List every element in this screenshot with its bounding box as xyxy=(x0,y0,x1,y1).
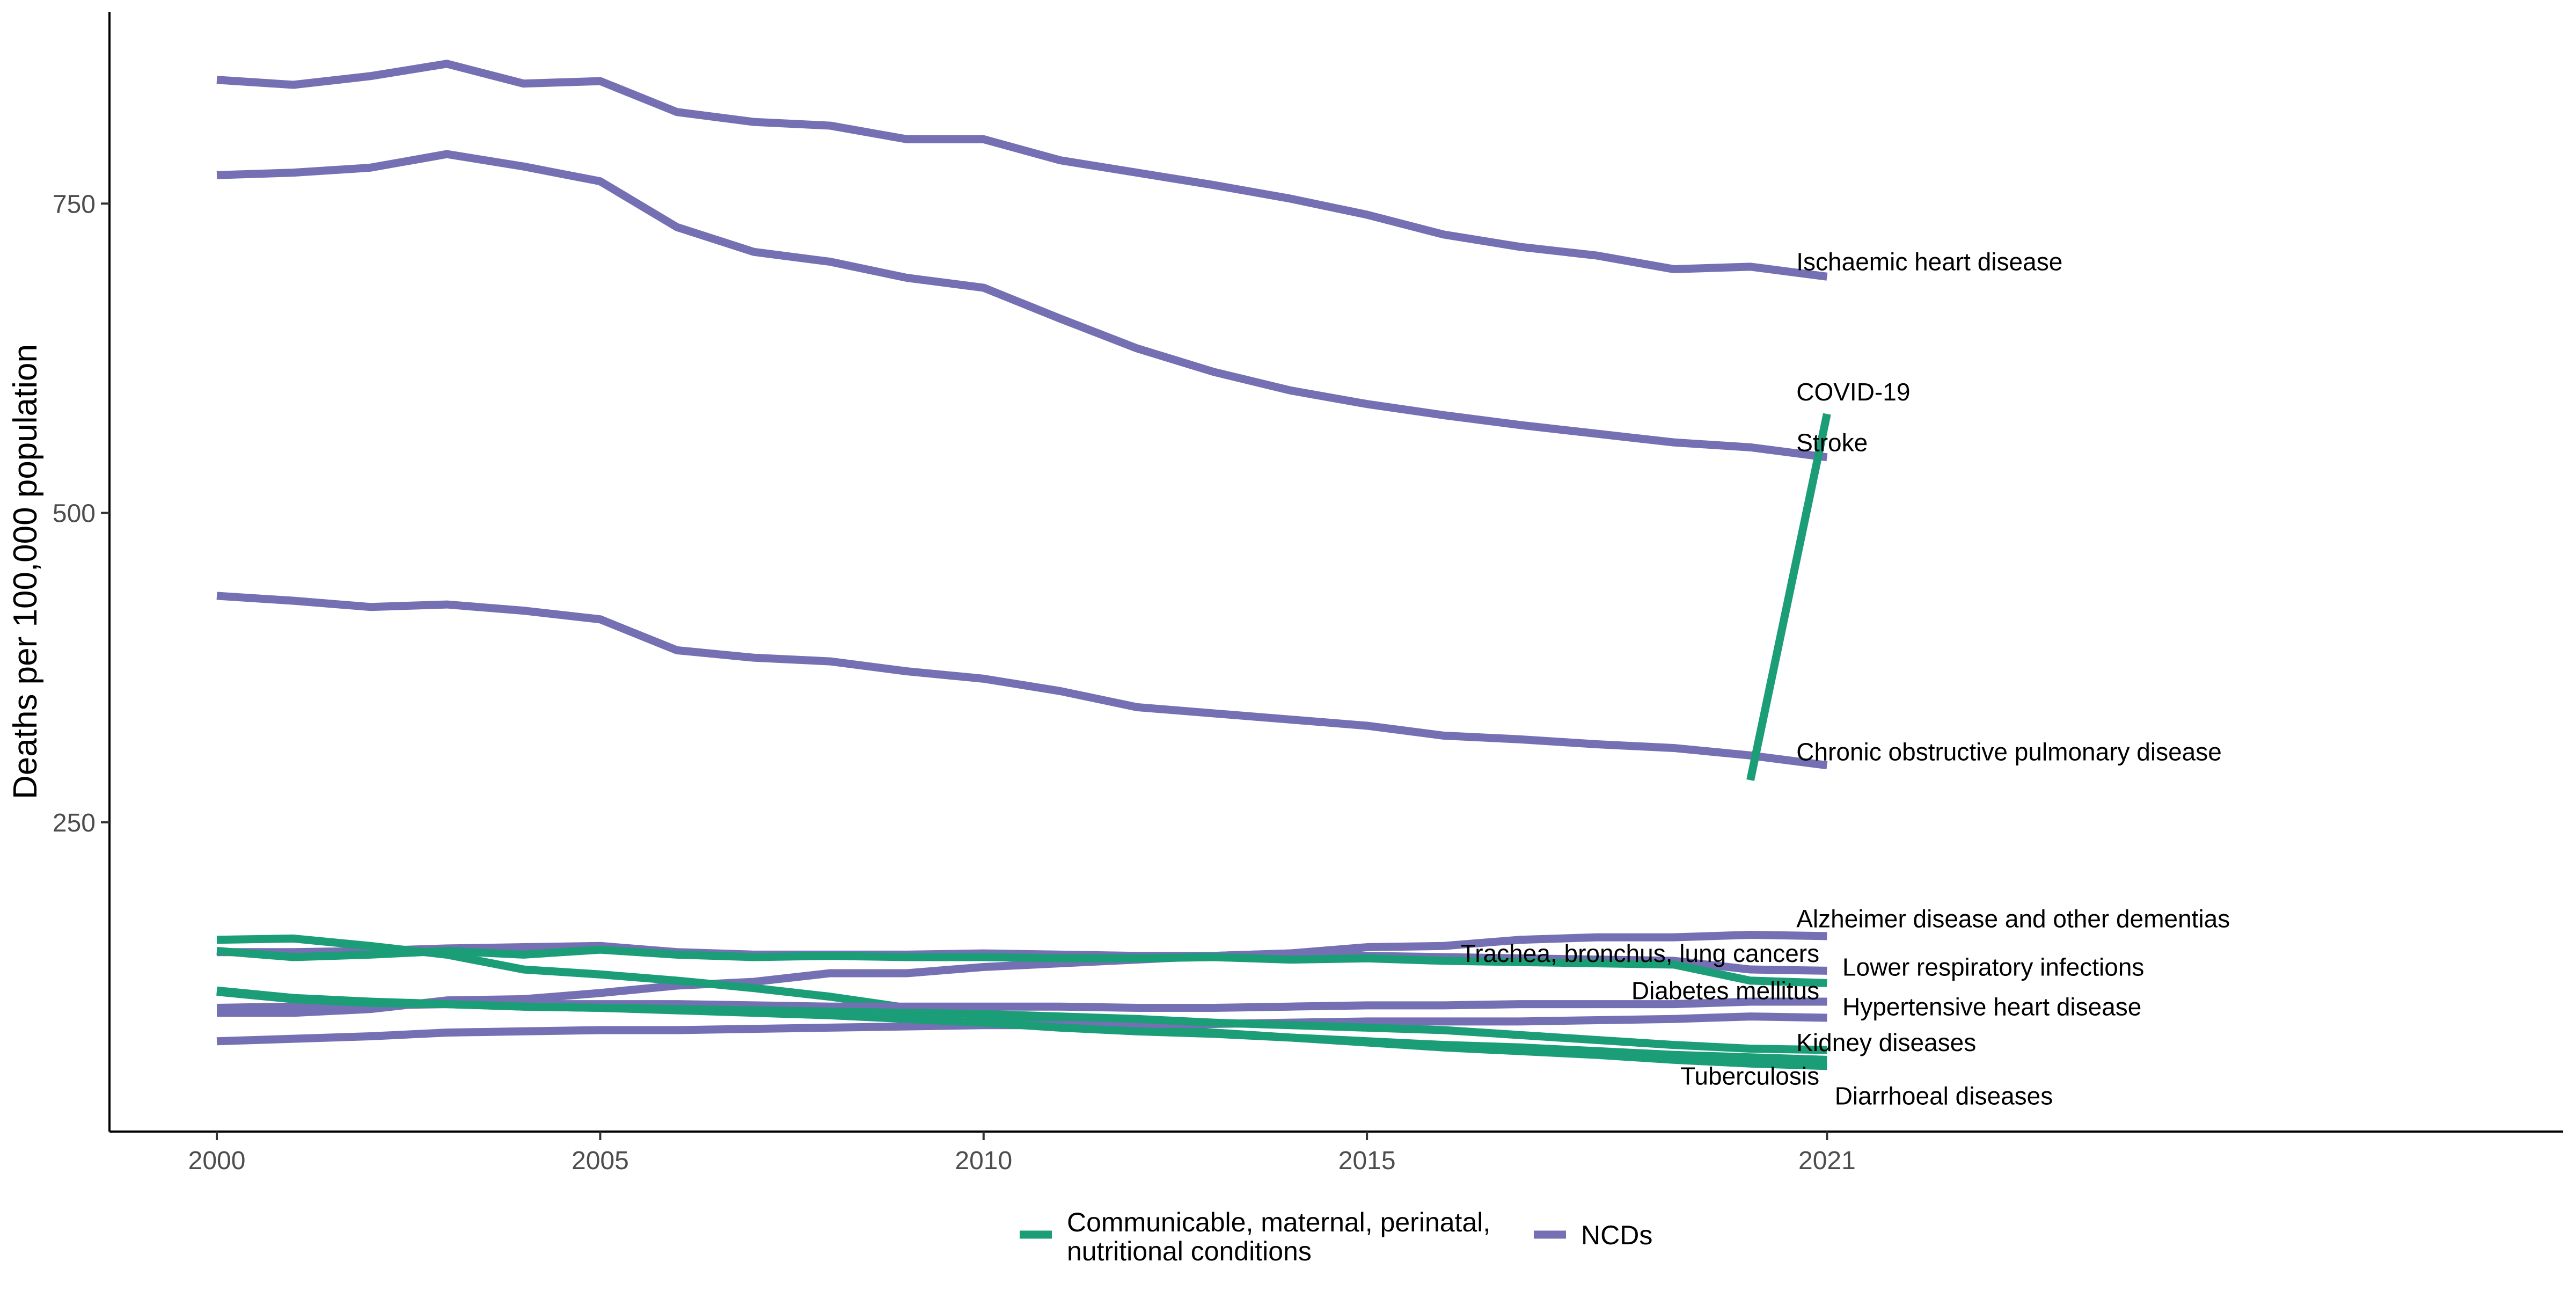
legend: Communicable, maternal, perinatal, nutri… xyxy=(1020,1207,1652,1266)
series-line-stroke xyxy=(216,150,1828,462)
series-label-tuberculosis: Tuberculosis xyxy=(1680,1062,1819,1090)
x-tick-label: 2015 xyxy=(1338,1147,1396,1175)
series-line-ischaemic-heart-disease xyxy=(216,60,1828,281)
series-label-diabetes-mellitus: Diabetes mellitus xyxy=(1631,976,1819,1004)
series-line-chronic-obstructive-pulmonary-disease xyxy=(216,592,1828,770)
legend-label-communicable-line1: Communicable, maternal, perinatal, xyxy=(1067,1207,1490,1237)
y-tick-label: 500 xyxy=(53,500,96,528)
x-tick-label: 2021 xyxy=(1798,1147,1856,1175)
y-axis-ticks: 250 500 750 xyxy=(53,190,109,837)
legend-label-ncd: NCDs xyxy=(1581,1220,1652,1250)
x-tick-label: 2000 xyxy=(188,1147,246,1175)
y-axis-title: Deaths per 100,000 population xyxy=(7,344,44,799)
series-labels: Ischaemic heart disease COVID-19 Stroke Chr… xyxy=(1461,248,2230,1110)
series-label-kidney-diseases: Kidney diseases xyxy=(1796,1029,1976,1056)
x-tick-label: 2010 xyxy=(955,1147,1012,1175)
series-label-covid-19: COVID-19 xyxy=(1796,378,1910,406)
axes: 250 500 750 2000 2005 2010 2015 2021 Deaths pe… xyxy=(7,12,2563,1175)
series-label-chronic-obstructive-pulmonary-disease: Chronic obstructive pulmonary disease xyxy=(1796,738,2222,766)
series-line-diarrhoeal-diseases xyxy=(216,986,1827,1054)
series-label-hypertensive-heart-disease: Hypertensive heart disease xyxy=(1842,993,2141,1020)
y-tick-label: 250 xyxy=(53,809,96,837)
legend-label-communicable-line2: nutritional conditions xyxy=(1067,1236,1312,1266)
series-lines xyxy=(216,60,1831,1070)
series-line-kidney-diseases xyxy=(216,945,1827,987)
y-tick-label: 750 xyxy=(53,190,96,218)
series-label-ischaemic-heart-disease: Ischaemic heart disease xyxy=(1796,248,2062,276)
x-axis-ticks: 2000 2005 2010 2015 2021 xyxy=(188,1132,1856,1175)
series-line-covid-19 xyxy=(1746,413,1831,781)
series-label-lower-respiratory-infections: Lower respiratory infections xyxy=(1842,953,2144,981)
series-label-stroke: Stroke xyxy=(1796,428,1868,456)
series-label-diarrhoeal-diseases: Diarrhoeal diseases xyxy=(1835,1082,2053,1110)
series-label-trachea-bronchus-lung-cancers: Trachea, bronchus, lung cancers xyxy=(1461,939,1819,967)
x-tick-label: 2005 xyxy=(572,1147,629,1175)
series-label-alzheimer-disease-and-other-dementias: Alzheimer disease and other dementias xyxy=(1796,905,2230,933)
